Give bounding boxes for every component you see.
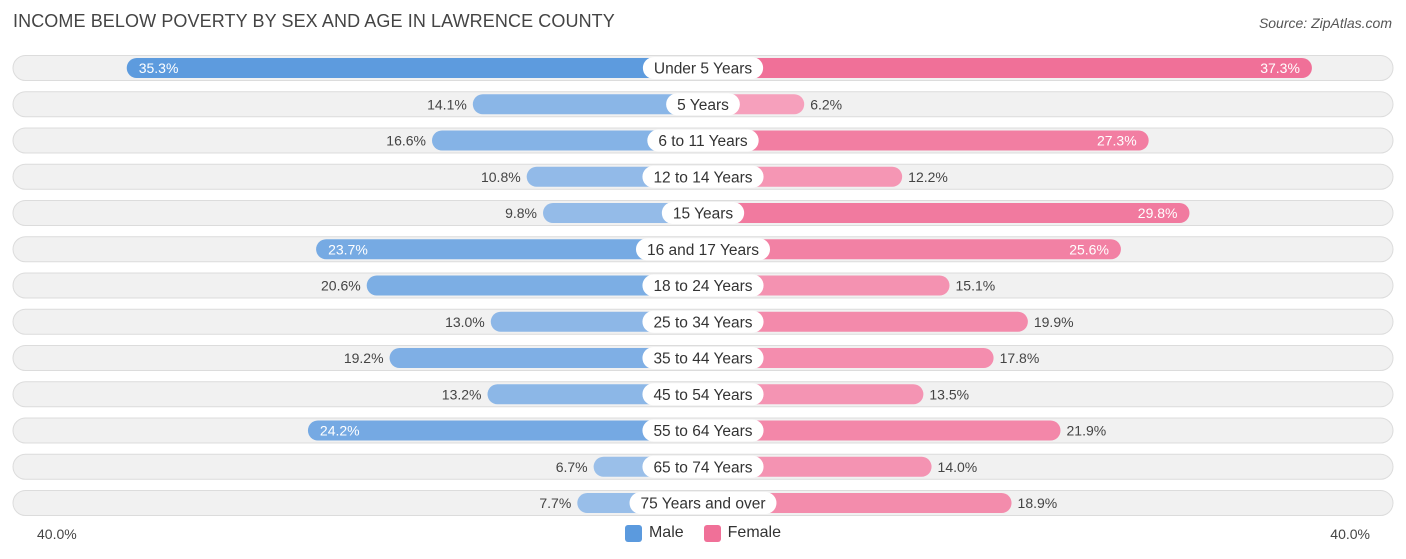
value-label-male: 16.6% [386,133,426,149]
value-label-male: 19.2% [344,350,384,366]
value-label-female: 13.5% [929,386,969,402]
bar-female [703,58,1312,78]
bar-male [543,203,703,223]
legend-item-male[interactable]: Male [624,524,684,542]
bar-male [126,58,704,78]
bar-female [703,203,1190,223]
value-label-male: 24.2% [320,423,360,439]
category-pill [629,492,777,514]
bar-male [366,275,703,296]
bar-female [703,493,1012,513]
legend-item-female[interactable]: Female [703,524,782,542]
value-label-male: 20.6% [321,278,361,294]
axis-left-label: 40.0% [37,526,77,542]
bar-male [432,130,703,151]
legend-label-female: Female [727,524,782,541]
category-label: 25 to 34 Years [653,314,752,331]
value-label-female: 21.9% [1067,423,1107,439]
category-pill [642,165,764,188]
category-pill [647,129,759,152]
value-label-female: 29.8% [1138,205,1178,221]
value-label-female: 25.6% [1069,241,1109,257]
value-label-male: 6.7% [556,459,588,475]
category-pill [642,419,764,442]
axis-right-label: 40.0% [1330,526,1370,542]
category-pill [642,57,764,79]
value-label-female: 14.0% [938,459,978,475]
chart-title: INCOME BELOW POVERTY BY SEX AND AGE IN L… [13,11,615,31]
value-label-female: 15.1% [956,278,996,294]
legend-swatch-male [624,524,642,542]
category-pill [642,347,764,369]
category-label: Under 5 Years [654,61,752,78]
value-label-female: 12.2% [908,169,948,185]
category-label: 6 to 11 Years [658,133,748,150]
legend-swatch-female [703,524,721,542]
category-pill [642,274,764,297]
value-label-female: 6.2% [810,96,842,112]
bar-male [307,420,703,441]
category-label: 5 Years [677,97,729,114]
source-credit: Source: ZipAtlas.com [1258,15,1392,31]
value-label-male: 13.0% [445,314,485,330]
category-label: 55 to 64 Years [653,423,752,440]
value-label-female: 19.9% [1034,314,1074,330]
bar-female [703,130,1149,151]
value-label-female: 18.9% [1018,495,1058,511]
value-label-male: 35.3% [139,60,179,76]
value-label-male: 14.1% [427,96,467,112]
bar-female [703,420,1061,441]
category-label: 12 to 14 Years [653,169,752,186]
category-label: 18 to 24 Years [653,278,752,295]
category-pill [666,93,740,116]
category-pill [635,238,771,261]
category-label: 16 and 17 Years [647,242,759,259]
value-label-male: 13.2% [442,386,482,402]
category-label: 45 to 54 Years [653,387,752,404]
bar-male [316,239,703,260]
bar-male [389,348,703,368]
bar-male [472,94,703,115]
category-pill [642,383,764,406]
category-label: 75 Years and over [641,496,766,513]
bar-female [703,311,1028,332]
category-pill [642,310,764,333]
category-label: 35 to 44 Years [653,351,752,368]
category-pill [642,455,764,478]
legend: Male Female [0,524,1406,542]
category-pill [661,202,745,224]
value-label-female: 37.3% [1260,60,1300,76]
value-label-female: 17.8% [1000,350,1040,366]
bar-female [703,275,950,296]
bar-female [703,239,1121,260]
value-label-male: 9.8% [505,205,537,221]
value-label-male: 7.7% [539,495,571,511]
category-label: 65 to 74 Years [653,459,752,476]
legend-label-male: Male [648,524,684,541]
category-label: 15 Years [673,206,734,223]
value-label-female: 27.3% [1097,133,1137,149]
bar-female [703,348,994,368]
value-label-male: 23.7% [328,241,368,257]
value-label-male: 10.8% [481,169,521,185]
